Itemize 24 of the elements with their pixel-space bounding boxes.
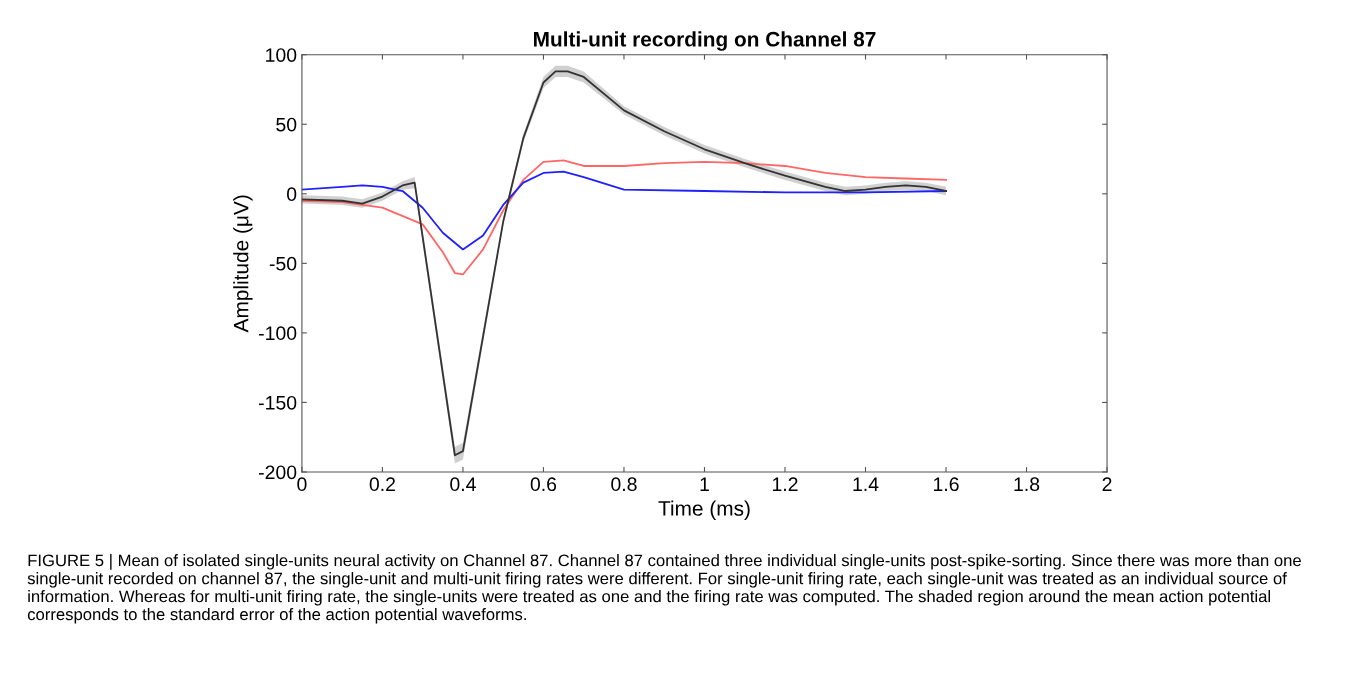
x-tick-label: 0.8 (611, 477, 637, 492)
y-tick-label: -150 (259, 395, 297, 410)
y-axis-title: Amplitude (μV) (233, 195, 253, 333)
y-tick-label: -50 (269, 256, 297, 271)
x-tick-label: 0.2 (369, 477, 395, 492)
line-series (301, 170, 947, 251)
x-tick-label: 1.2 (772, 477, 798, 491)
y-tick-label: 0 (287, 187, 297, 202)
y-tick-label: 50 (276, 117, 297, 132)
caption: FIGURE 5 | Mean of isolated single-units neural activity on Channel 87. Channel 87 contained three individual single-units post-spike-sorting. Since there was more than one single-unit recorded on channel 87, the single-unit and multi-unit firing rates were different. For single-unit firing rate, each single-unit was treated as an individual source of information. Whereas for multi-unit firing rate, the single-units were treated as one and the firing rate was computed. The shaded region around the mean action potential corresponds to the standard error of the action potential waveforms. (27, 554, 1301, 624)
y-tick-label: -200 (259, 465, 297, 480)
line-series (301, 159, 947, 276)
x-tick-label: 0.4 (450, 477, 476, 492)
chart-title: Multi-unit recording on Channel 87 (534, 31, 876, 51)
y-tick-label: -100 (259, 326, 297, 341)
x-tick-label: 1.6 (933, 477, 959, 492)
y-tick-label: 100 (266, 48, 297, 62)
x-axis-title: Time (ms) (658, 500, 750, 520)
x-tick-label: 1 (700, 477, 709, 491)
x-tick-label: 0.6 (530, 477, 557, 492)
x-tick-label: 1.4 (853, 477, 879, 491)
x-tick-label: 2 (1102, 477, 1112, 491)
x-tick-label: 1.8 (1014, 477, 1040, 492)
x-tick-label: 0 (297, 477, 307, 492)
